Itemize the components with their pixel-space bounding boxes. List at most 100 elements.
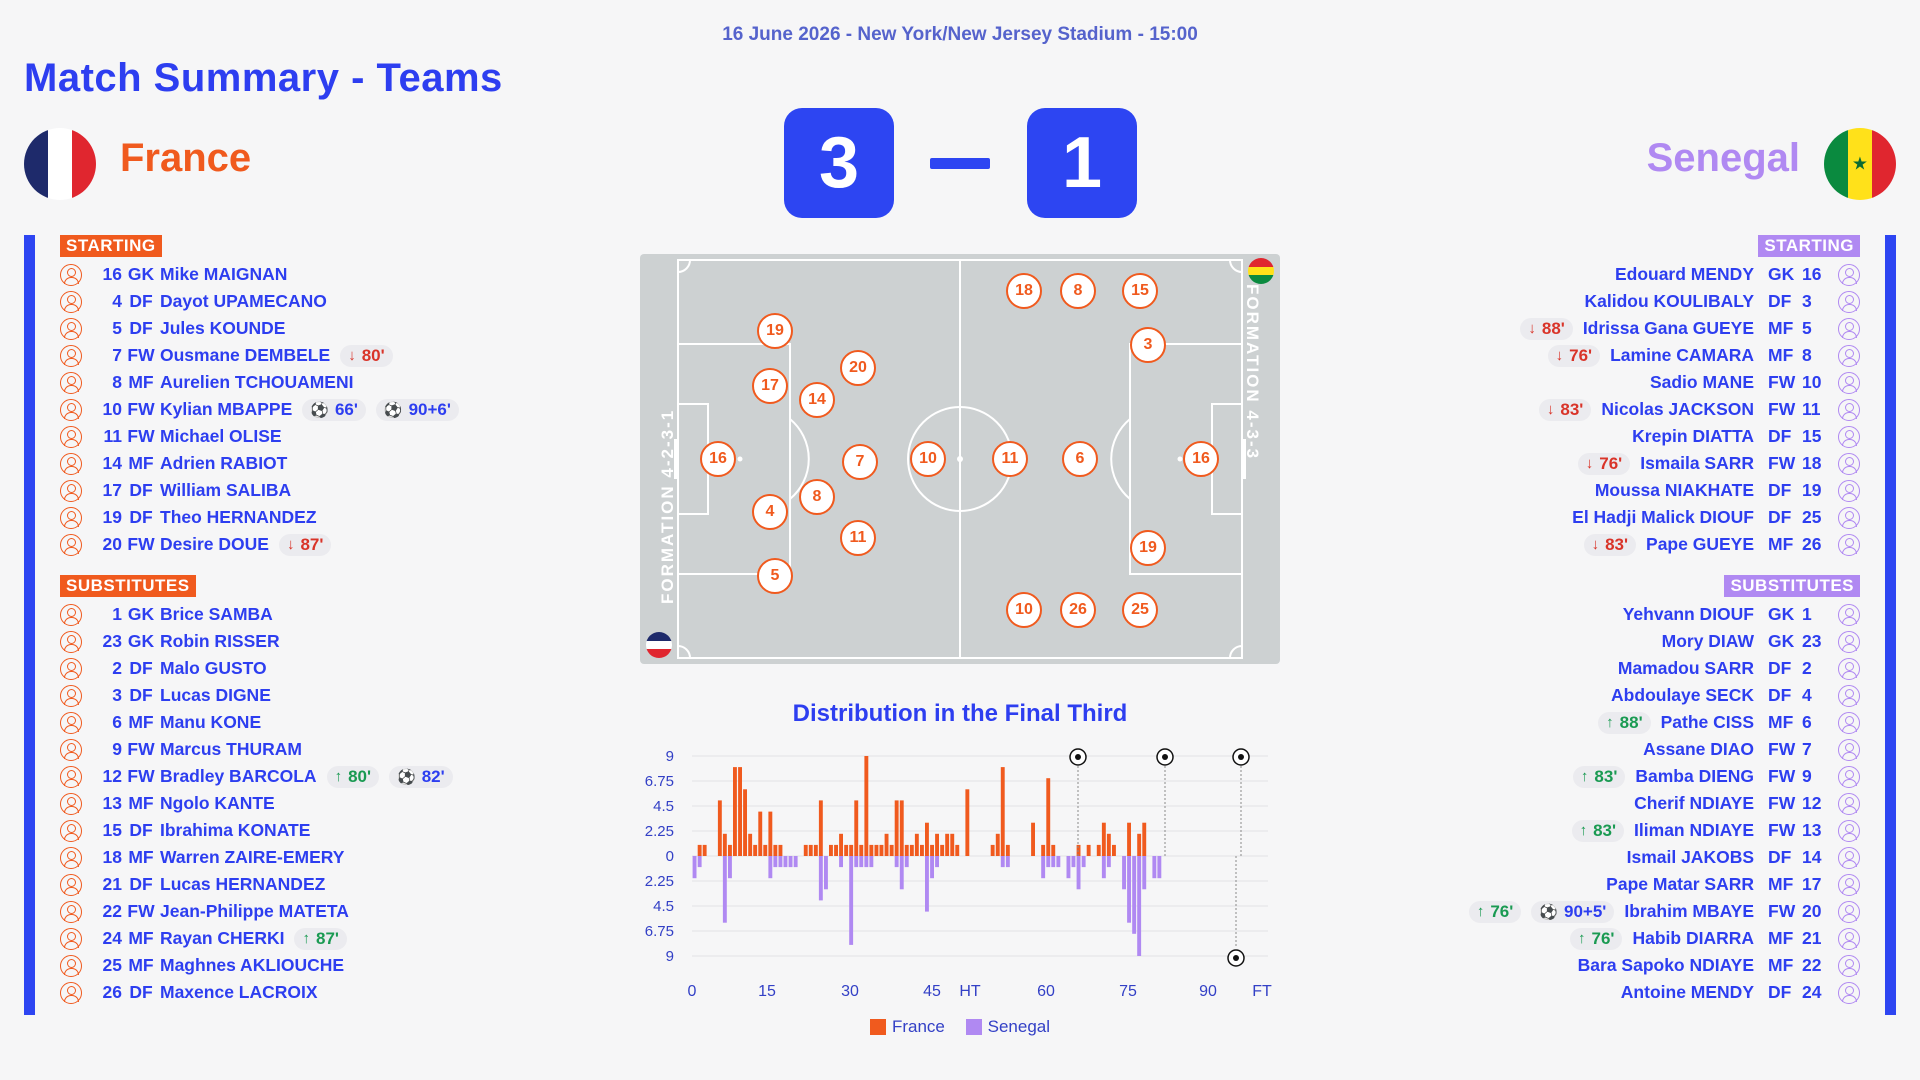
away-starting-player-row[interactable]: 11 FW Nicolas JACKSON ↓ 83' bbox=[1538, 396, 1860, 423]
home-substitute-player-row[interactable]: 25 MF Maghnes AKLIOUCHE bbox=[60, 952, 344, 979]
player-position: FW bbox=[127, 534, 155, 554]
away-starting-player-row[interactable]: 15 DF Krepin DIATTA bbox=[1632, 423, 1860, 450]
away-pitch-player[interactable]: 15 bbox=[1122, 273, 1158, 309]
home-pitch-player[interactable]: 19 bbox=[757, 313, 793, 349]
home-substitute-player-row[interactable]: 23 GK Robin RISSER bbox=[60, 628, 280, 655]
away-pitch-player[interactable]: 11 bbox=[992, 441, 1028, 477]
home-substitute-player-row[interactable]: 12 FW Bradley BARCOLA ↑ 80' ⚽ 82' bbox=[60, 763, 453, 790]
away-pitch-player[interactable]: 10 bbox=[1006, 592, 1042, 628]
away-pitch-player[interactable]: 6 bbox=[1062, 441, 1098, 477]
away-substitute-player-row[interactable]: 21 MF Habib DIARRA ↑ 76' bbox=[1570, 925, 1860, 952]
home-substitute-player-row[interactable]: 6 MF Manu KONE bbox=[60, 709, 261, 736]
home-pitch-player[interactable]: 5 bbox=[757, 558, 793, 594]
x-tick-label: 75 bbox=[1119, 983, 1137, 1000]
home-substitute-player-row[interactable]: 13 MF Ngolo KANTE bbox=[60, 790, 275, 817]
away-substitute-player-row[interactable]: 20 FW Ibrahim MBAYE ⚽ 90+5' ↑ 76' bbox=[1468, 898, 1860, 925]
away-pitch-player[interactable]: 25 bbox=[1122, 592, 1158, 628]
senegal-bar bbox=[793, 856, 798, 868]
away-starting-player-row[interactable]: 19 DF Moussa NIAKHATE bbox=[1595, 477, 1860, 504]
player-avatar-icon bbox=[60, 371, 82, 394]
away-substitute-player-row[interactable]: 24 DF Antoine MENDY bbox=[1621, 979, 1860, 1006]
away-pitch-player[interactable]: 8 bbox=[1060, 273, 1096, 309]
home-pitch-player[interactable]: 14 bbox=[799, 382, 835, 418]
home-starting-player-row[interactable]: 8 MF Aurelien TCHOUAMENI bbox=[60, 369, 353, 396]
home-substitute-player-row[interactable]: 3 DF Lucas DIGNE bbox=[60, 682, 271, 709]
away-accent-bar bbox=[1885, 235, 1896, 1015]
x-tick-label: 15 bbox=[758, 983, 776, 1000]
home-pitch-player[interactable]: 17 bbox=[752, 368, 788, 404]
senegal-bar bbox=[904, 856, 909, 868]
home-starting-player-row[interactable]: 16 GK Mike MAIGNAN bbox=[60, 261, 287, 288]
away-substitute-player-row[interactable]: 17 MF Pape Matar SARR bbox=[1606, 871, 1860, 898]
away-substitute-player-row[interactable]: 13 FW Iliman NDIAYE ↑ 83' bbox=[1571, 817, 1860, 844]
y-tick-label: 2.25 bbox=[645, 873, 674, 890]
away-starting-player-row[interactable]: 25 DF El Hadji Malick DIOUF bbox=[1572, 504, 1860, 531]
arrow-down-icon: ↓ bbox=[1546, 401, 1555, 418]
player-number: 10 bbox=[102, 399, 122, 419]
home-substitute-player-row[interactable]: 18 MF Warren ZAIRE-EMERY bbox=[60, 844, 344, 871]
away-starting-player-row[interactable]: 16 GK Edouard MENDY bbox=[1615, 261, 1860, 288]
away-substitute-player-row[interactable]: 9 FW Bamba DIENG ↑ 83' bbox=[1572, 763, 1860, 790]
home-substitute-player-row[interactable]: 21 DF Lucas HERNANDEZ bbox=[60, 871, 325, 898]
home-pitch-player[interactable]: 8 bbox=[799, 479, 835, 515]
player-avatar-icon bbox=[60, 711, 82, 734]
player-avatar-icon bbox=[60, 425, 82, 448]
home-substitute-player-row[interactable]: 2 DF Malo GUSTO bbox=[60, 655, 267, 682]
away-substitute-player-row[interactable]: 1 GK Yehvann DIOUF bbox=[1623, 601, 1860, 628]
home-pitch-player[interactable]: 20 bbox=[840, 350, 876, 386]
home-starting-player-row[interactable]: 10 FW Kylian MBAPPE ⚽ 66' ⚽ 90+6' bbox=[60, 396, 459, 423]
home-substitute-player-row[interactable]: 1 GK Brice SAMBA bbox=[60, 601, 273, 628]
home-starting-player-row[interactable]: 19 DF Theo HERNANDEZ bbox=[60, 504, 317, 531]
home-substitute-player-row[interactable]: 26 DF Maxence LACROIX bbox=[60, 979, 318, 1006]
home-starting-player-row[interactable]: 11 FW Michael OLISE bbox=[60, 423, 282, 450]
home-substitute-player-row[interactable]: 15 DF Ibrahima KONATE bbox=[60, 817, 310, 844]
home-starting-player-row[interactable]: 5 DF Jules KOUNDE bbox=[60, 315, 285, 342]
away-substitute-player-row[interactable]: 2 DF Mamadou SARR bbox=[1618, 655, 1860, 682]
france-bar bbox=[864, 756, 869, 856]
player-avatar-icon bbox=[1838, 927, 1860, 950]
away-starting-player-row[interactable]: 26 MF Pape GUEYE ↓ 83' bbox=[1583, 531, 1860, 558]
home-substitute-player-row[interactable]: 22 FW Jean-Philippe MATETA bbox=[60, 898, 349, 925]
away-substitute-player-row[interactable]: 6 MF Pathe CISS ↑ 88' bbox=[1598, 709, 1860, 736]
home-starting-player-row[interactable]: 20 FW Desire DOUE ↓ 87' bbox=[60, 531, 332, 558]
away-substitute-player-row[interactable]: 12 FW Cherif NDIAYE bbox=[1634, 790, 1860, 817]
away-substitute-player-row[interactable]: 23 GK Mory DIAW bbox=[1662, 628, 1860, 655]
player-avatar-icon bbox=[60, 873, 82, 896]
france-bar bbox=[702, 844, 707, 856]
home-pitch-player[interactable]: 4 bbox=[752, 494, 788, 530]
away-starting-player-row[interactable]: 5 MF Idrissa Gana GUEYE ↓ 88' bbox=[1520, 315, 1860, 342]
away-pitch-player[interactable]: 3 bbox=[1130, 327, 1166, 363]
away-starting-player-row[interactable]: 10 FW Sadio MANE bbox=[1650, 369, 1860, 396]
home-pitch-player[interactable]: 11 bbox=[840, 520, 876, 556]
away-substitute-player-row[interactable]: 22 MF Bara Sapoko NDIAYE bbox=[1578, 952, 1860, 979]
arrow-down-icon: ↓ bbox=[1528, 320, 1536, 337]
home-pitch-player[interactable]: 10 bbox=[910, 441, 946, 477]
home-starting-player-row[interactable]: 7 FW Ousmane DEMBELE ↓ 80' bbox=[60, 342, 393, 369]
player-position: FW bbox=[1768, 793, 1796, 813]
away-pitch-player[interactable]: 18 bbox=[1006, 273, 1042, 309]
away-pitch-player[interactable]: 16 bbox=[1183, 441, 1219, 477]
home-substitute-player-row[interactable]: 24 MF Rayan CHERKI ↑ 87' bbox=[60, 925, 347, 952]
player-name: Assane DIAO bbox=[1643, 739, 1754, 759]
away-substitute-player-row[interactable]: 4 DF Abdoulaye SECK bbox=[1611, 682, 1860, 709]
home-pitch-player[interactable]: 7 bbox=[842, 444, 878, 480]
home-substitute-player-row[interactable]: 9 FW Marcus THURAM bbox=[60, 736, 302, 763]
home-starting-player-row[interactable]: 14 MF Adrien RABIOT bbox=[60, 450, 287, 477]
home-starting-player-row[interactable]: 17 DF William SALIBA bbox=[60, 477, 291, 504]
away-starting-player-row[interactable]: 8 MF Lamine CAMARA ↓ 76' bbox=[1547, 342, 1860, 369]
away-starting-player-row[interactable]: 18 FW Ismaila SARR ↓ 76' bbox=[1577, 450, 1860, 477]
player-avatar-icon bbox=[60, 506, 82, 529]
away-pitch-player[interactable]: 26 bbox=[1060, 592, 1096, 628]
away-starting-player-row[interactable]: 3 DF Kalidou KOULIBALY bbox=[1585, 288, 1860, 315]
home-starting-player-row[interactable]: 4 DF Dayot UPAMECANO bbox=[60, 288, 327, 315]
away-substitute-player-row[interactable]: 7 FW Assane DIAO bbox=[1643, 736, 1860, 763]
player-position: FW bbox=[127, 345, 155, 365]
senegal-bar bbox=[778, 856, 783, 868]
home-pitch-player[interactable]: 16 bbox=[700, 441, 736, 477]
event-minute: 76' bbox=[1490, 901, 1514, 921]
away-substitute-player-row[interactable]: 14 DF Ismail JAKOBS bbox=[1627, 844, 1860, 871]
away-pitch-player[interactable]: 19 bbox=[1130, 530, 1166, 566]
senegal-bar bbox=[1157, 856, 1162, 879]
france-bar bbox=[955, 844, 960, 856]
player-position: DF bbox=[1768, 480, 1792, 500]
